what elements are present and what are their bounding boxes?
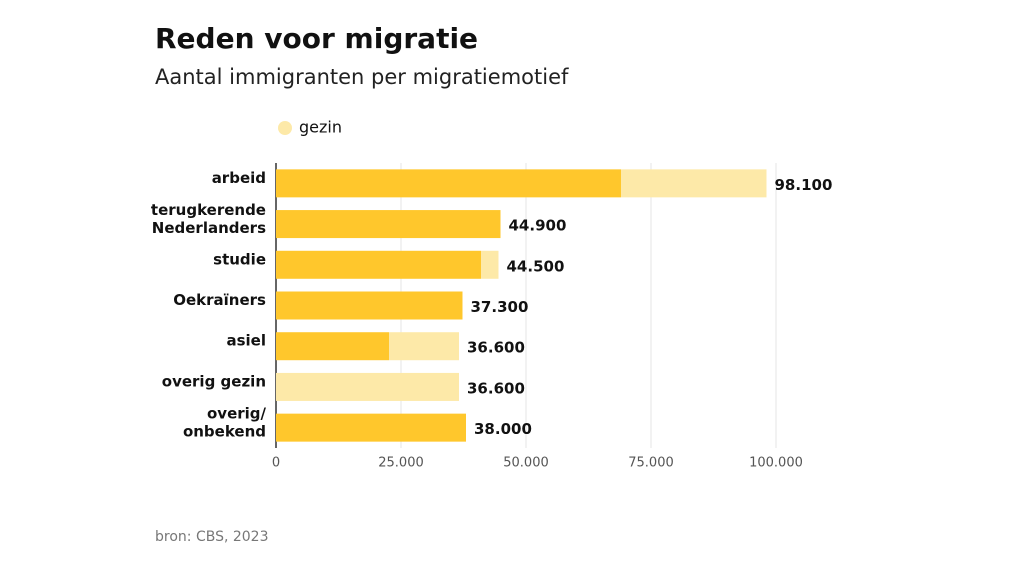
bar-segment	[276, 169, 621, 198]
category-label: arbeid	[212, 169, 266, 187]
bar-segment	[276, 372, 459, 401]
total-label: 98.100	[775, 176, 833, 194]
bar-segment	[276, 332, 389, 361]
total-label: 36.600	[467, 339, 525, 357]
category-label: Oekraïners	[173, 291, 266, 309]
total-label: 38.000	[474, 420, 532, 438]
bar-segment	[276, 250, 481, 279]
bar-segment	[276, 413, 466, 442]
legend-swatch	[278, 121, 292, 135]
x-tick-label: 50.000	[503, 456, 549, 471]
category-label: terugkerende Nederlanders	[151, 201, 266, 237]
x-tick-label: 0	[272, 456, 280, 471]
bar-segment	[389, 332, 459, 361]
total-label: 36.600	[467, 379, 525, 397]
chart-title: Reden voor migratie	[155, 22, 478, 55]
bar-segment	[481, 250, 499, 279]
chart-subtitle: Aantal immigranten per migratiemotief	[155, 65, 569, 89]
legend-label: gezin	[299, 118, 342, 137]
x-tick-label: 100.000	[749, 456, 803, 471]
total-label: 44.500	[507, 257, 565, 275]
category-label: studie	[213, 250, 266, 268]
category-label: overig gezin	[162, 372, 266, 390]
bar-segment	[276, 210, 501, 239]
bar-segment	[276, 291, 463, 320]
bar-segment	[621, 169, 767, 198]
x-tick-label: 75.000	[628, 456, 674, 471]
category-label: asiel	[226, 332, 266, 350]
category-label: overig/onbekend	[183, 404, 267, 440]
total-label: 37.300	[471, 298, 529, 316]
x-tick-label: 25.000	[378, 456, 424, 471]
source: bron: CBS, 2023	[155, 529, 269, 545]
total-label: 44.900	[509, 217, 567, 235]
